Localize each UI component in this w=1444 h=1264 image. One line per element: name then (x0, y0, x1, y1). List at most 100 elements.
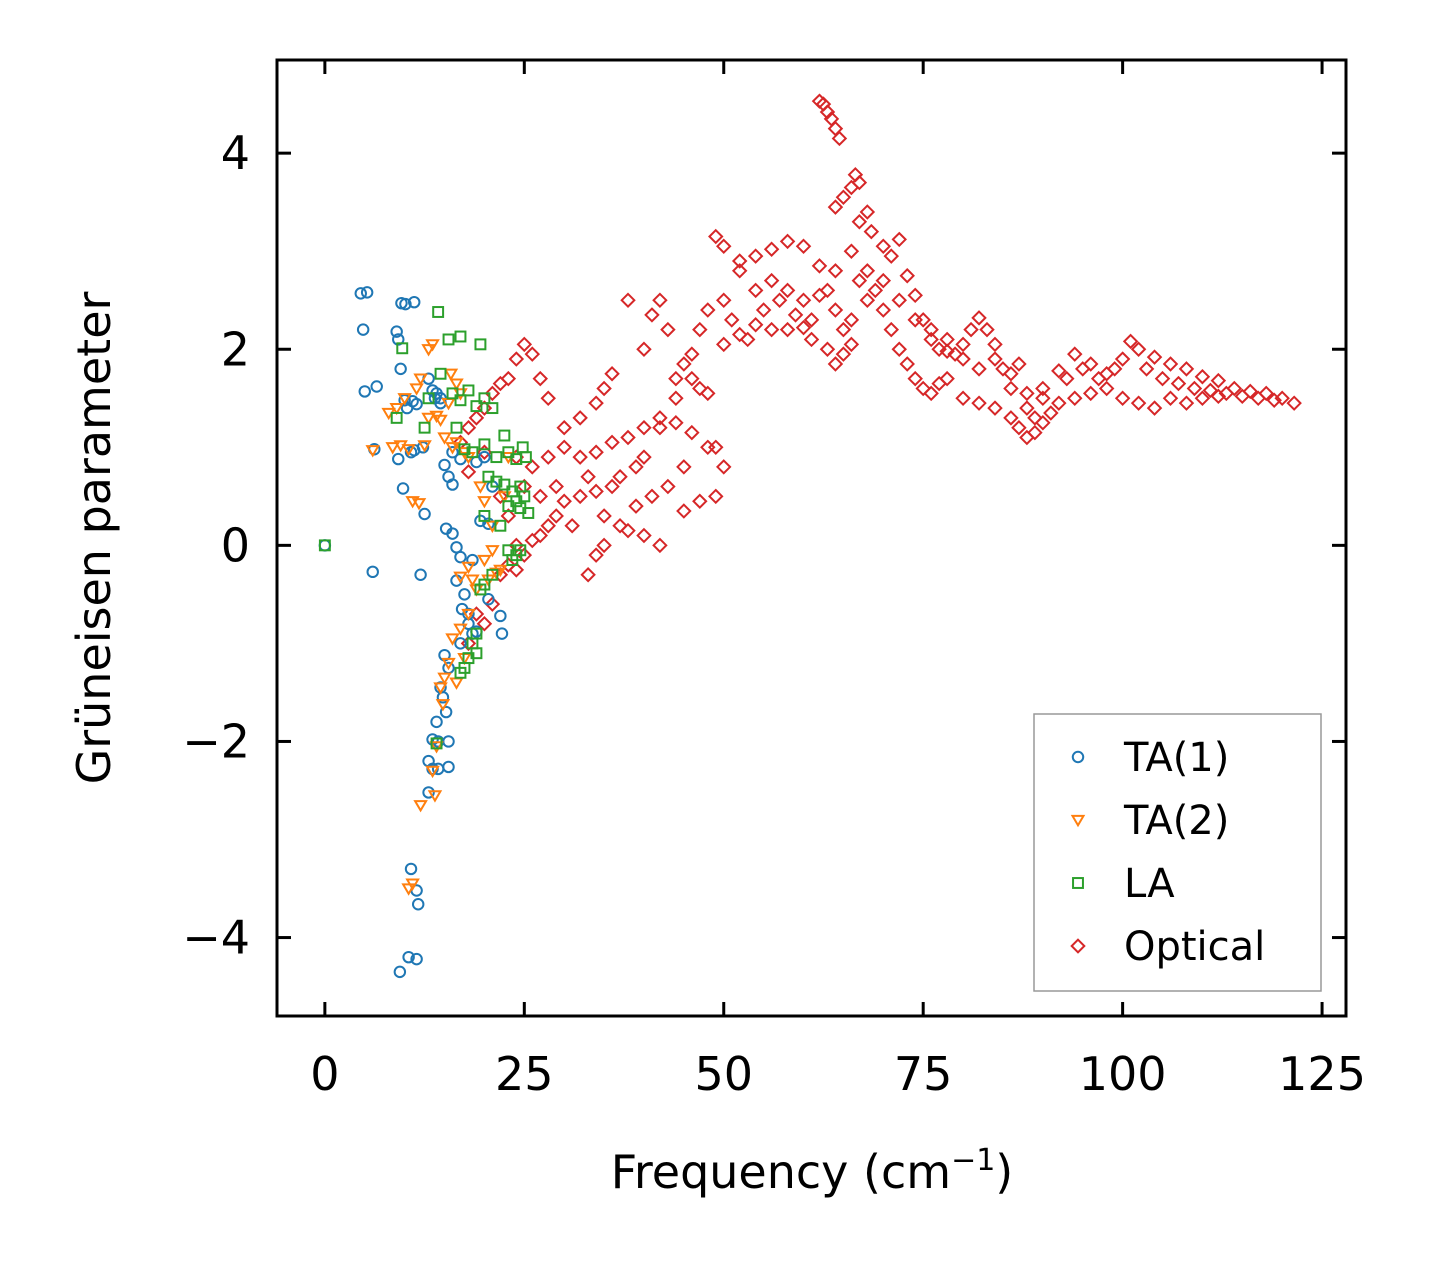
data-point (454, 394, 467, 407)
data-point (458, 588, 471, 601)
data-point (417, 440, 432, 453)
data-point (438, 458, 451, 472)
data-point (370, 380, 383, 393)
data-point (492, 567, 509, 583)
data-point (433, 682, 448, 695)
data-point (556, 419, 572, 436)
data-point (441, 657, 456, 671)
data-point (747, 316, 764, 333)
data-point (731, 263, 748, 279)
data-point (1035, 390, 1051, 407)
data-point (907, 287, 923, 304)
data-point (939, 343, 955, 359)
data-point (1162, 390, 1179, 407)
data-point (971, 395, 987, 411)
data-point (1011, 356, 1027, 372)
data-point (477, 496, 492, 509)
data-point (1154, 370, 1171, 387)
data-point (394, 362, 407, 376)
data-point (453, 623, 468, 636)
x-tick-label: 100 (1079, 1047, 1167, 1101)
data-point (532, 527, 549, 544)
data-point (867, 282, 884, 299)
data-point (763, 321, 780, 338)
data-point (1202, 382, 1219, 399)
data-point (1003, 410, 1019, 426)
data-point (596, 508, 612, 524)
data-point (827, 263, 844, 279)
data-point (421, 344, 436, 357)
data-point (1258, 385, 1274, 402)
data-point (863, 223, 880, 240)
x-axis-label-superscript: −1 (951, 1143, 995, 1178)
data-point (1067, 390, 1083, 407)
data-point (430, 737, 443, 750)
data-point (425, 339, 440, 352)
data-point (1035, 415, 1051, 431)
data-point (498, 429, 511, 442)
data-point (803, 331, 820, 348)
data-point (891, 341, 907, 357)
data-point (462, 384, 475, 397)
data-point (418, 507, 431, 521)
data-point (1130, 341, 1147, 357)
data-point (747, 282, 764, 299)
data-point (478, 438, 491, 451)
data-point (454, 637, 467, 650)
data-point (516, 336, 533, 353)
data-point (843, 312, 860, 328)
data-point (1122, 333, 1139, 350)
legend-marker-la (1072, 877, 1084, 889)
data-point (1019, 385, 1035, 402)
data-point (494, 609, 507, 623)
data-point (923, 321, 939, 338)
data-point (365, 445, 380, 458)
data-point (445, 442, 460, 455)
data-point (843, 336, 860, 353)
data-point (516, 478, 533, 495)
data-point (476, 400, 493, 416)
data-point (494, 519, 507, 532)
data-point (470, 400, 483, 413)
data-point (397, 393, 412, 406)
data-point (1138, 361, 1155, 377)
data-point (588, 547, 604, 563)
data-point (716, 459, 732, 475)
data-point (612, 518, 628, 534)
data-point (421, 412, 436, 426)
data-point (460, 464, 477, 480)
data-point (604, 366, 620, 382)
data-point (684, 370, 700, 387)
data-point (899, 356, 915, 372)
data-point (572, 449, 588, 465)
data-point (811, 287, 828, 304)
data-point (1035, 380, 1051, 397)
x-tick-labels: 0 25 50 75 100 125 (310, 1047, 1366, 1101)
data-point (1286, 395, 1302, 411)
data-point (859, 263, 876, 279)
data-point (907, 370, 923, 387)
data-point (763, 241, 780, 257)
data-point (1043, 405, 1059, 421)
data-point (644, 307, 660, 323)
data-point (692, 493, 708, 509)
data-point (628, 459, 644, 475)
data-point (700, 302, 716, 318)
data-point (939, 331, 955, 348)
data-point (360, 286, 374, 299)
data-point (668, 390, 684, 407)
data-point (429, 741, 444, 754)
data-point (436, 691, 450, 704)
data-point (692, 380, 708, 397)
legend: TA(1) TA(2) LA Optical (1033, 713, 1322, 992)
data-point (524, 532, 541, 549)
data-point (454, 550, 467, 564)
data-point (835, 189, 852, 206)
data-point (827, 356, 844, 372)
data-point (652, 410, 668, 426)
data-point (393, 965, 407, 979)
series-la (318, 306, 535, 750)
data-point (1146, 400, 1163, 416)
data-point (556, 493, 572, 509)
x-tick-label: 75 (894, 1047, 953, 1101)
